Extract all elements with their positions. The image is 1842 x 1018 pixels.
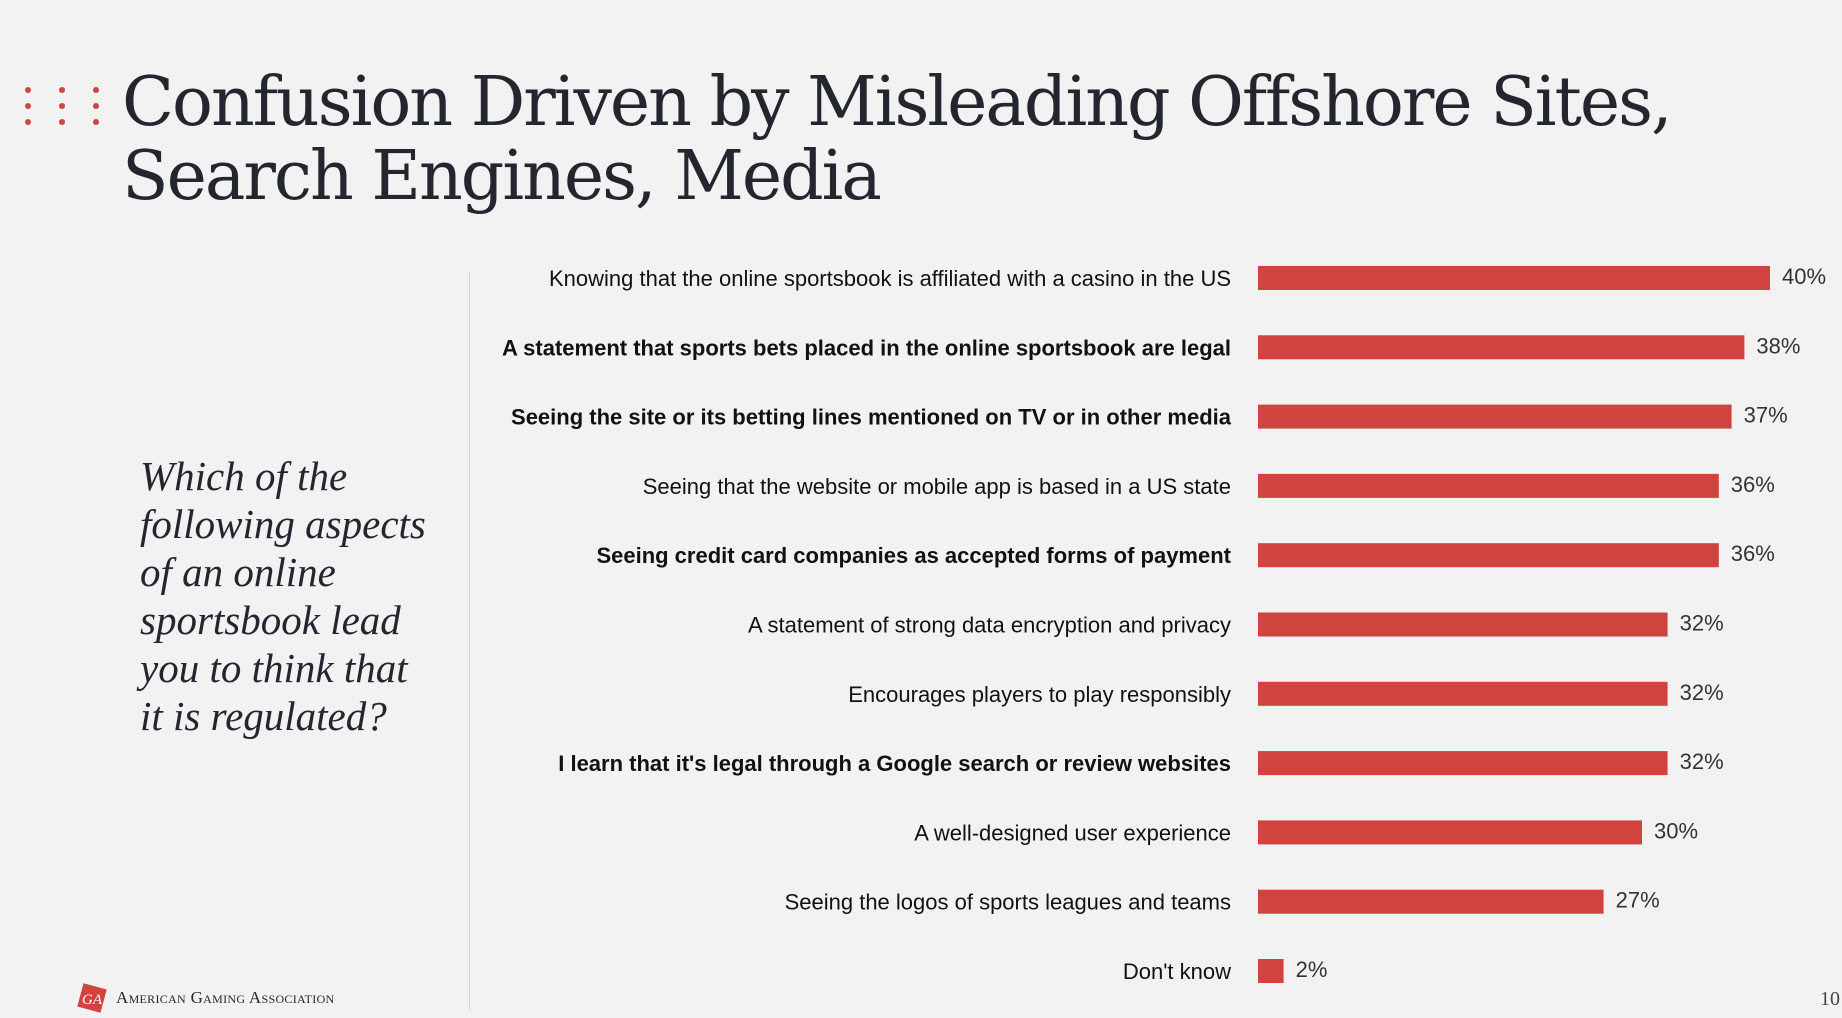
bar [1258, 889, 1604, 914]
logo-text: American Gaming Association [116, 988, 335, 1007]
category-label: Seeing the site or its betting lines men… [511, 405, 1232, 430]
svg-text:GA: GA [82, 992, 103, 1008]
bar [1258, 266, 1770, 290]
value-label: 37% [1744, 403, 1788, 428]
page-number: 10 [1820, 988, 1840, 1010]
bar [1258, 751, 1668, 776]
value-label: 30% [1654, 818, 1698, 843]
value-label: 38% [1756, 333, 1800, 358]
category-label: Knowing that the online sportsbook is af… [549, 266, 1231, 291]
bar [1258, 959, 1284, 983]
category-label: A well-designed user experience [914, 820, 1231, 845]
value-label: 32% [1680, 611, 1724, 636]
category-label: Seeing that the website or mobile app is… [643, 474, 1231, 499]
bar [1258, 404, 1732, 429]
value-label: 40% [1782, 264, 1826, 289]
survey-question: Which of the following aspects of an onl… [140, 453, 426, 739]
value-label: 32% [1680, 680, 1724, 705]
category-label: Don't know [1123, 959, 1231, 984]
dot-columns-decoration [25, 87, 99, 125]
bar [1258, 543, 1719, 568]
bar [1258, 335, 1745, 360]
bar [1258, 473, 1719, 498]
category-label: Seeing the logos of sports leagues and t… [785, 890, 1231, 915]
bar [1258, 681, 1668, 706]
value-label: 36% [1731, 472, 1775, 497]
slide-title: Confusion Driven by Misleading Offshore … [122, 63, 1673, 216]
category-label: Seeing credit card companies as accepted… [596, 543, 1231, 568]
vertical-divider [469, 272, 470, 1010]
value-label: 2% [1296, 957, 1328, 982]
category-label: A statement of strong data encryption an… [748, 613, 1231, 638]
bar [1258, 612, 1668, 637]
value-label: 36% [1731, 541, 1775, 566]
value-label: 32% [1680, 749, 1724, 774]
value-label: 27% [1616, 888, 1660, 913]
category-label: I learn that it's legal through a Google… [558, 751, 1231, 776]
bar [1258, 820, 1642, 845]
category-label: A statement that sports bets placed in t… [502, 335, 1231, 360]
aga-logo-icon: GA [77, 983, 107, 1013]
aga-logo: GA American Gaming Association [74, 980, 335, 1016]
category-label: Encourages players to play responsibly [848, 682, 1231, 707]
